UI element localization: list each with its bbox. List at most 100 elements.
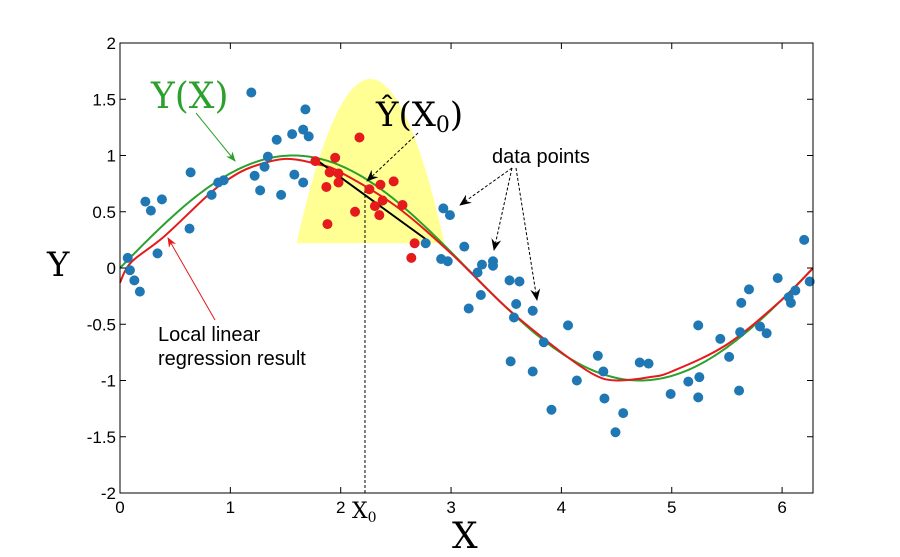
data-point <box>693 392 704 403</box>
regression-curve-line <box>119 157 814 382</box>
x-tick-label: 5 <box>667 498 676 517</box>
kernel-data-point <box>321 182 332 192</box>
x-axis-label: X <box>452 516 478 557</box>
data-point <box>610 427 621 438</box>
data-point <box>736 297 747 308</box>
data-point <box>298 177 309 188</box>
data-point <box>259 161 270 172</box>
kernel-data-point <box>324 167 335 178</box>
y-tick-label: 1.5 <box>92 90 116 109</box>
data-point <box>527 366 538 377</box>
data-points-label: data points <box>492 146 590 168</box>
data-point <box>472 267 483 278</box>
data-point <box>140 196 151 207</box>
x0-label: X0 <box>352 499 377 526</box>
data-point <box>734 385 745 396</box>
data-point <box>755 321 766 332</box>
data-point <box>444 210 455 221</box>
data-point <box>643 358 654 369</box>
data-point <box>592 350 603 361</box>
kernel-data-point <box>369 201 380 212</box>
data-point <box>527 305 538 316</box>
data-point <box>735 327 746 338</box>
data-point <box>145 205 156 216</box>
data-point <box>571 375 582 386</box>
x-tick-label: 6 <box>777 498 786 517</box>
data-point <box>289 169 300 180</box>
kernel-data-point <box>409 238 420 249</box>
data-point <box>634 357 645 368</box>
data-point <box>538 337 549 348</box>
y-tick-label: -2 <box>101 484 116 503</box>
data-point <box>618 408 629 419</box>
data-point <box>599 393 610 404</box>
y-tick-label: -1 <box>101 372 116 391</box>
kernel-data-point <box>377 195 388 206</box>
kernel-data-point <box>350 206 361 217</box>
kernel-data-point <box>388 176 399 187</box>
data-point <box>463 303 474 314</box>
regression-label-line2: regression result <box>158 348 306 370</box>
kernel-data-point <box>375 179 386 190</box>
data-point <box>598 366 609 377</box>
data-point <box>152 248 163 259</box>
data-point <box>206 189 217 200</box>
data-point <box>249 170 260 181</box>
data-point <box>772 273 783 284</box>
x-tick-label: 4 <box>557 498 566 517</box>
data-point <box>438 203 449 214</box>
data-point <box>514 276 525 287</box>
data-point <box>487 260 498 271</box>
data-point <box>271 134 282 145</box>
true-curve-arrow <box>195 112 236 162</box>
data-point <box>563 320 574 331</box>
x-tick-label: 2 <box>336 498 345 517</box>
estimate-label: Ŷ(X0) <box>375 94 463 138</box>
regression-arrow <box>167 237 216 321</box>
x-tick-label: 3 <box>446 498 455 517</box>
data-point <box>715 333 726 344</box>
data-point <box>799 234 810 245</box>
data-point <box>694 372 705 383</box>
kernel-data-point <box>364 184 375 195</box>
y-tick-label: -0.5 <box>87 315 116 334</box>
kernel-data-point <box>330 152 341 163</box>
y-tick-label: 0.5 <box>92 203 116 222</box>
estimate-arrow <box>366 132 419 182</box>
data-point <box>790 285 801 296</box>
data-point <box>246 87 257 98</box>
regression-label-line1: Local linear <box>158 324 261 346</box>
data-point <box>129 275 140 286</box>
data-point <box>504 275 515 286</box>
data-point <box>505 356 516 367</box>
data-point <box>665 389 676 399</box>
x-tick-label: 0 <box>115 498 124 517</box>
data-point <box>300 104 311 115</box>
data-point <box>185 167 196 178</box>
data-point <box>804 276 815 287</box>
data-point <box>724 351 735 362</box>
kernel-data-point <box>333 177 344 188</box>
data-point <box>785 297 796 308</box>
data-points-arrow-3 <box>515 167 541 301</box>
data-point <box>693 320 704 331</box>
data-point <box>476 259 487 270</box>
data-point <box>298 124 309 135</box>
kernel-data-point <box>333 168 344 179</box>
data-point <box>287 129 298 140</box>
data-point <box>134 286 145 297</box>
kernel-data-point <box>310 156 321 167</box>
data-point <box>262 151 273 162</box>
data-point <box>546 404 557 415</box>
data-points-arrow-1 <box>459 167 513 206</box>
kernel-data-point <box>406 252 417 263</box>
data-point <box>124 265 135 276</box>
kernel-data-point <box>354 132 365 143</box>
y-tick-label: 1 <box>107 147 116 166</box>
true-curve-label: Y(X) <box>150 76 228 117</box>
x-tick-label: 1 <box>226 498 235 517</box>
data-point <box>475 290 486 300</box>
data-point <box>255 185 266 196</box>
kernel-data-point <box>322 219 333 230</box>
